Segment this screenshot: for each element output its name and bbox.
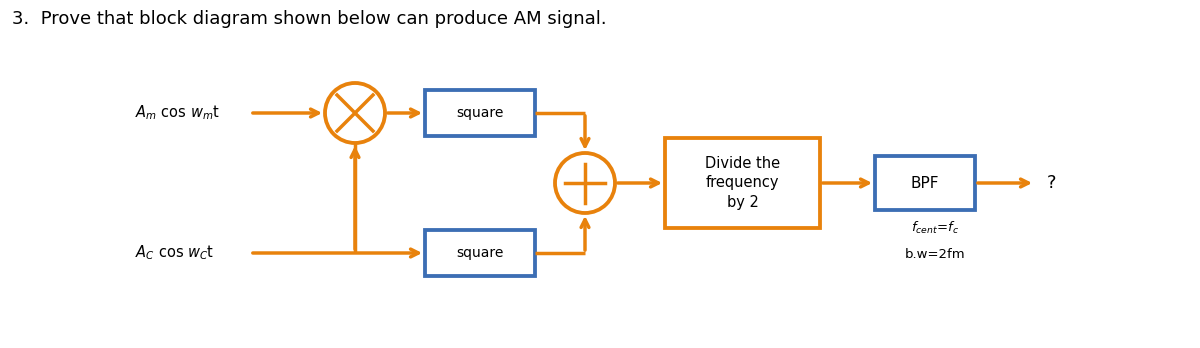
Circle shape xyxy=(554,153,616,213)
Text: 3.  Prove that block diagram shown below can produce AM signal.: 3. Prove that block diagram shown below … xyxy=(12,10,607,28)
Text: BPF: BPF xyxy=(911,175,940,190)
Text: $A_m$ cos $w_m$t: $A_m$ cos $w_m$t xyxy=(134,104,220,122)
Text: b.w=2fm: b.w=2fm xyxy=(905,248,965,261)
Circle shape xyxy=(325,83,385,143)
FancyBboxPatch shape xyxy=(425,90,535,136)
FancyBboxPatch shape xyxy=(425,230,535,276)
Text: square: square xyxy=(456,246,504,260)
Text: Divide the
frequency
by 2: Divide the frequency by 2 xyxy=(704,156,780,210)
Text: square: square xyxy=(456,106,504,120)
FancyBboxPatch shape xyxy=(875,156,974,210)
FancyBboxPatch shape xyxy=(665,138,820,228)
Text: $A_C$ cos $w_C$t: $A_C$ cos $w_C$t xyxy=(134,244,215,262)
Text: $f_{cent}$=$f_c$: $f_{cent}$=$f_c$ xyxy=(911,220,959,236)
Text: ?: ? xyxy=(1046,174,1056,192)
